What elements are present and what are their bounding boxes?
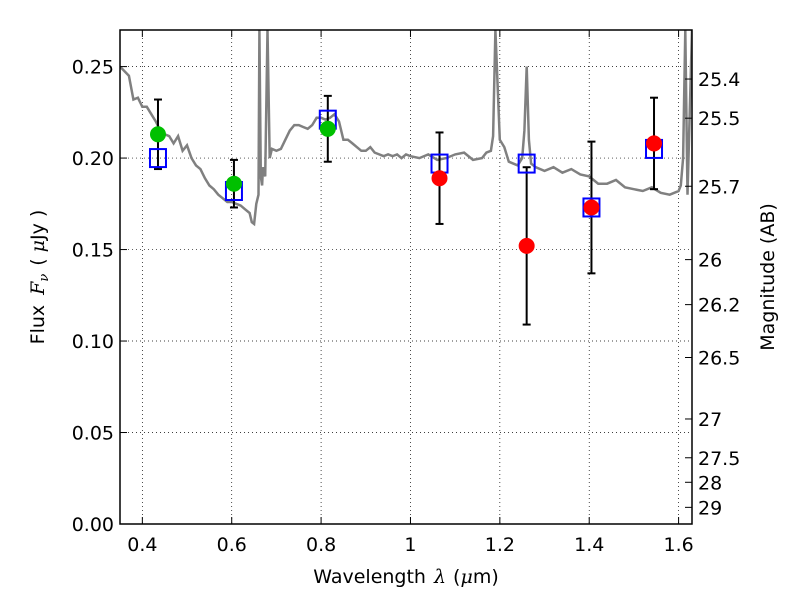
y2-tick-label: 25.5 <box>698 108 740 130</box>
photometry-point <box>149 126 166 143</box>
y-tick-label: 0.05 <box>72 423 114 445</box>
y2-axis-label: Magnitude (AB) <box>757 203 779 351</box>
x-tick-label: 0.6 <box>217 534 247 556</box>
model-flux-square <box>148 148 167 169</box>
x-tick-label: 1.6 <box>663 534 693 556</box>
photometry-point <box>225 175 242 192</box>
y2-tick-label: 29 <box>698 497 722 519</box>
x-tick-label: 1.2 <box>485 534 515 556</box>
axis-ticks: 0.4 0.6 0.8 1 1.2 1.4 1.6 0.00 0.05 0.10 0.15 0.20 0… <box>72 30 740 556</box>
y2-tick-label: 28 <box>698 472 722 494</box>
model-flux-square <box>517 153 536 174</box>
y2-tick-label: 26 <box>698 250 722 272</box>
photometry-point <box>319 120 336 137</box>
y-tick-label: 0.10 <box>72 331 114 353</box>
y-axis-label: FluxFν(μJy ) <box>27 210 52 345</box>
photometry-point <box>431 170 448 187</box>
data-markers <box>148 94 664 326</box>
y-tick-label: 0.15 <box>72 240 114 262</box>
y2-tick-label: 25.4 <box>698 69 740 91</box>
y2-tick-label: 27.5 <box>698 448 740 470</box>
grid-lines <box>120 30 692 524</box>
y2-tick-label: 26.5 <box>698 348 740 370</box>
x-axis-label: Wavelength λ (μm) <box>313 566 498 588</box>
x-tick-label: 0.8 <box>306 534 336 556</box>
y2-tick-label: 27 <box>698 409 722 431</box>
x-tick-label: 0.4 <box>127 534 157 556</box>
photometry-point <box>583 199 600 216</box>
x-tick-label: 1.4 <box>574 534 604 556</box>
y-tick-label: 0.00 <box>72 514 114 536</box>
x-tick-label: 1 <box>404 534 416 556</box>
photometry-point <box>646 135 663 152</box>
y-tick-label: 0.25 <box>72 57 114 79</box>
y-tick-label: 0.20 <box>72 148 114 170</box>
y2-tick-label: 26.2 <box>698 295 740 317</box>
model-sed-line <box>120 30 692 227</box>
photometry-point <box>518 237 535 254</box>
plot-frame <box>119 29 693 525</box>
y2-tick-label: 25.7 <box>698 176 740 198</box>
